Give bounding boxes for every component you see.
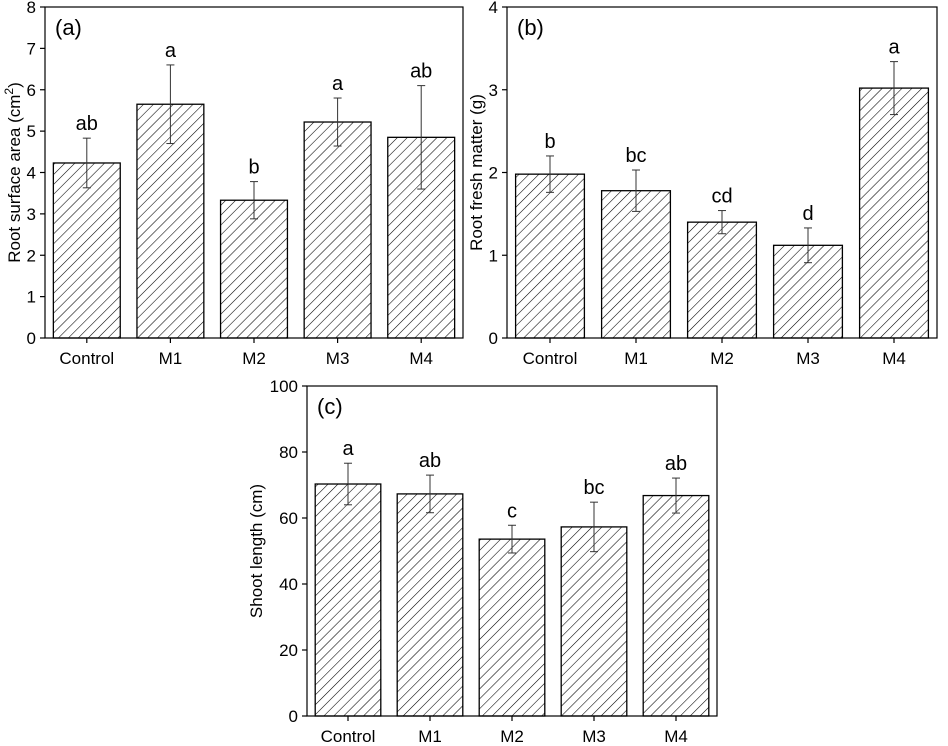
panel-label: (a) <box>55 15 82 40</box>
plot-frame <box>306 385 718 717</box>
y-tick-label: 2 <box>489 164 498 183</box>
significance-label: a <box>332 73 344 95</box>
x-tick-label: M1 <box>624 349 648 368</box>
panel-a: ab Control a M1 b M2 a M3 ab M4 0 1 2 3 4 5 6 7 8 (a) Root s… <box>2 0 464 368</box>
y-tick-label: 6 <box>27 81 36 100</box>
x-tick-label: M2 <box>710 349 734 368</box>
bar-m4 <box>642 494 710 717</box>
x-tick-label: M2 <box>500 727 524 746</box>
y-tick-label: 3 <box>27 205 36 224</box>
significance-label: a <box>165 40 177 62</box>
x-tick-label: Control <box>321 727 376 746</box>
significance-label: cd <box>711 186 732 208</box>
bar-m2 <box>478 538 546 717</box>
panel-b: b Control bc M1 cd M2 d M3 a M4 0 1 2 3 4 (b) Root fresh… <box>467 0 938 368</box>
panel-c: a Control ab M1 c M2 bc M3 ab M4 0 20 40 60 80 100 (c) Sh… <box>247 377 718 746</box>
x-tick-label: M4 <box>882 349 906 368</box>
bar-m1 <box>396 493 464 717</box>
significance-label: ab <box>665 453 687 475</box>
bar-m3 <box>560 526 628 717</box>
y-tick-label: 0 <box>289 707 298 726</box>
y-tick-label: 4 <box>489 0 498 17</box>
significance-label: ab <box>76 113 98 135</box>
plot-frame <box>506 6 938 339</box>
y-tick-label: 8 <box>27 0 36 17</box>
bar-m2 <box>686 221 758 339</box>
x-tick-label: M1 <box>418 727 442 746</box>
y-tick-label: 4 <box>27 164 36 183</box>
y-axis-title: Shoot length (cm) <box>247 484 266 618</box>
y-tick-label: 5 <box>27 122 36 141</box>
bar-m1 <box>600 190 672 339</box>
panel-label: (b) <box>517 15 544 40</box>
bar-control <box>514 173 586 339</box>
y-tick-label: 40 <box>279 575 298 594</box>
y-tick-label: 2 <box>27 246 36 265</box>
plot-frame <box>44 6 464 339</box>
y-tick-label: 1 <box>489 246 498 265</box>
x-tick-label: M1 <box>159 349 183 368</box>
significance-label: bc <box>625 145 646 167</box>
y-tick-label: 7 <box>27 39 36 58</box>
bar-m3 <box>303 121 372 339</box>
y-tick-label: 0 <box>489 329 498 348</box>
significance-label: ab <box>410 61 432 83</box>
x-tick-label: M4 <box>664 727 688 746</box>
x-tick-label: M2 <box>242 349 266 368</box>
x-tick-label: M3 <box>796 349 820 368</box>
significance-label: c <box>507 500 517 522</box>
panel-label: (c) <box>317 394 343 419</box>
y-axis-title: Root surface area (cm2) <box>2 82 24 263</box>
significance-label: b <box>544 131 555 153</box>
significance-label: a <box>888 37 900 59</box>
bar-m2 <box>219 199 289 339</box>
y-tick-label: 1 <box>27 288 36 307</box>
x-tick-label: Control <box>59 349 114 368</box>
y-tick-label: 20 <box>279 641 298 660</box>
y-tick-label: 80 <box>279 443 298 462</box>
bar-control <box>314 483 382 717</box>
x-tick-label: M4 <box>409 349 433 368</box>
x-tick-label: M3 <box>582 727 606 746</box>
x-tick-label: Control <box>523 349 578 368</box>
significance-label: a <box>342 438 354 460</box>
y-tick-label: 3 <box>489 81 498 100</box>
y-tick-label: 60 <box>279 509 298 528</box>
x-tick-label: M3 <box>326 349 350 368</box>
y-tick-label: 100 <box>270 377 298 396</box>
significance-label: ab <box>419 450 441 472</box>
bar-m4 <box>858 87 930 339</box>
bar-control <box>52 162 121 339</box>
significance-label: bc <box>583 477 604 499</box>
y-axis-title: Root fresh matter (g) <box>467 94 486 251</box>
significance-label: b <box>248 157 259 179</box>
y-tick-label: 0 <box>27 329 36 348</box>
significance-label: d <box>802 203 813 225</box>
